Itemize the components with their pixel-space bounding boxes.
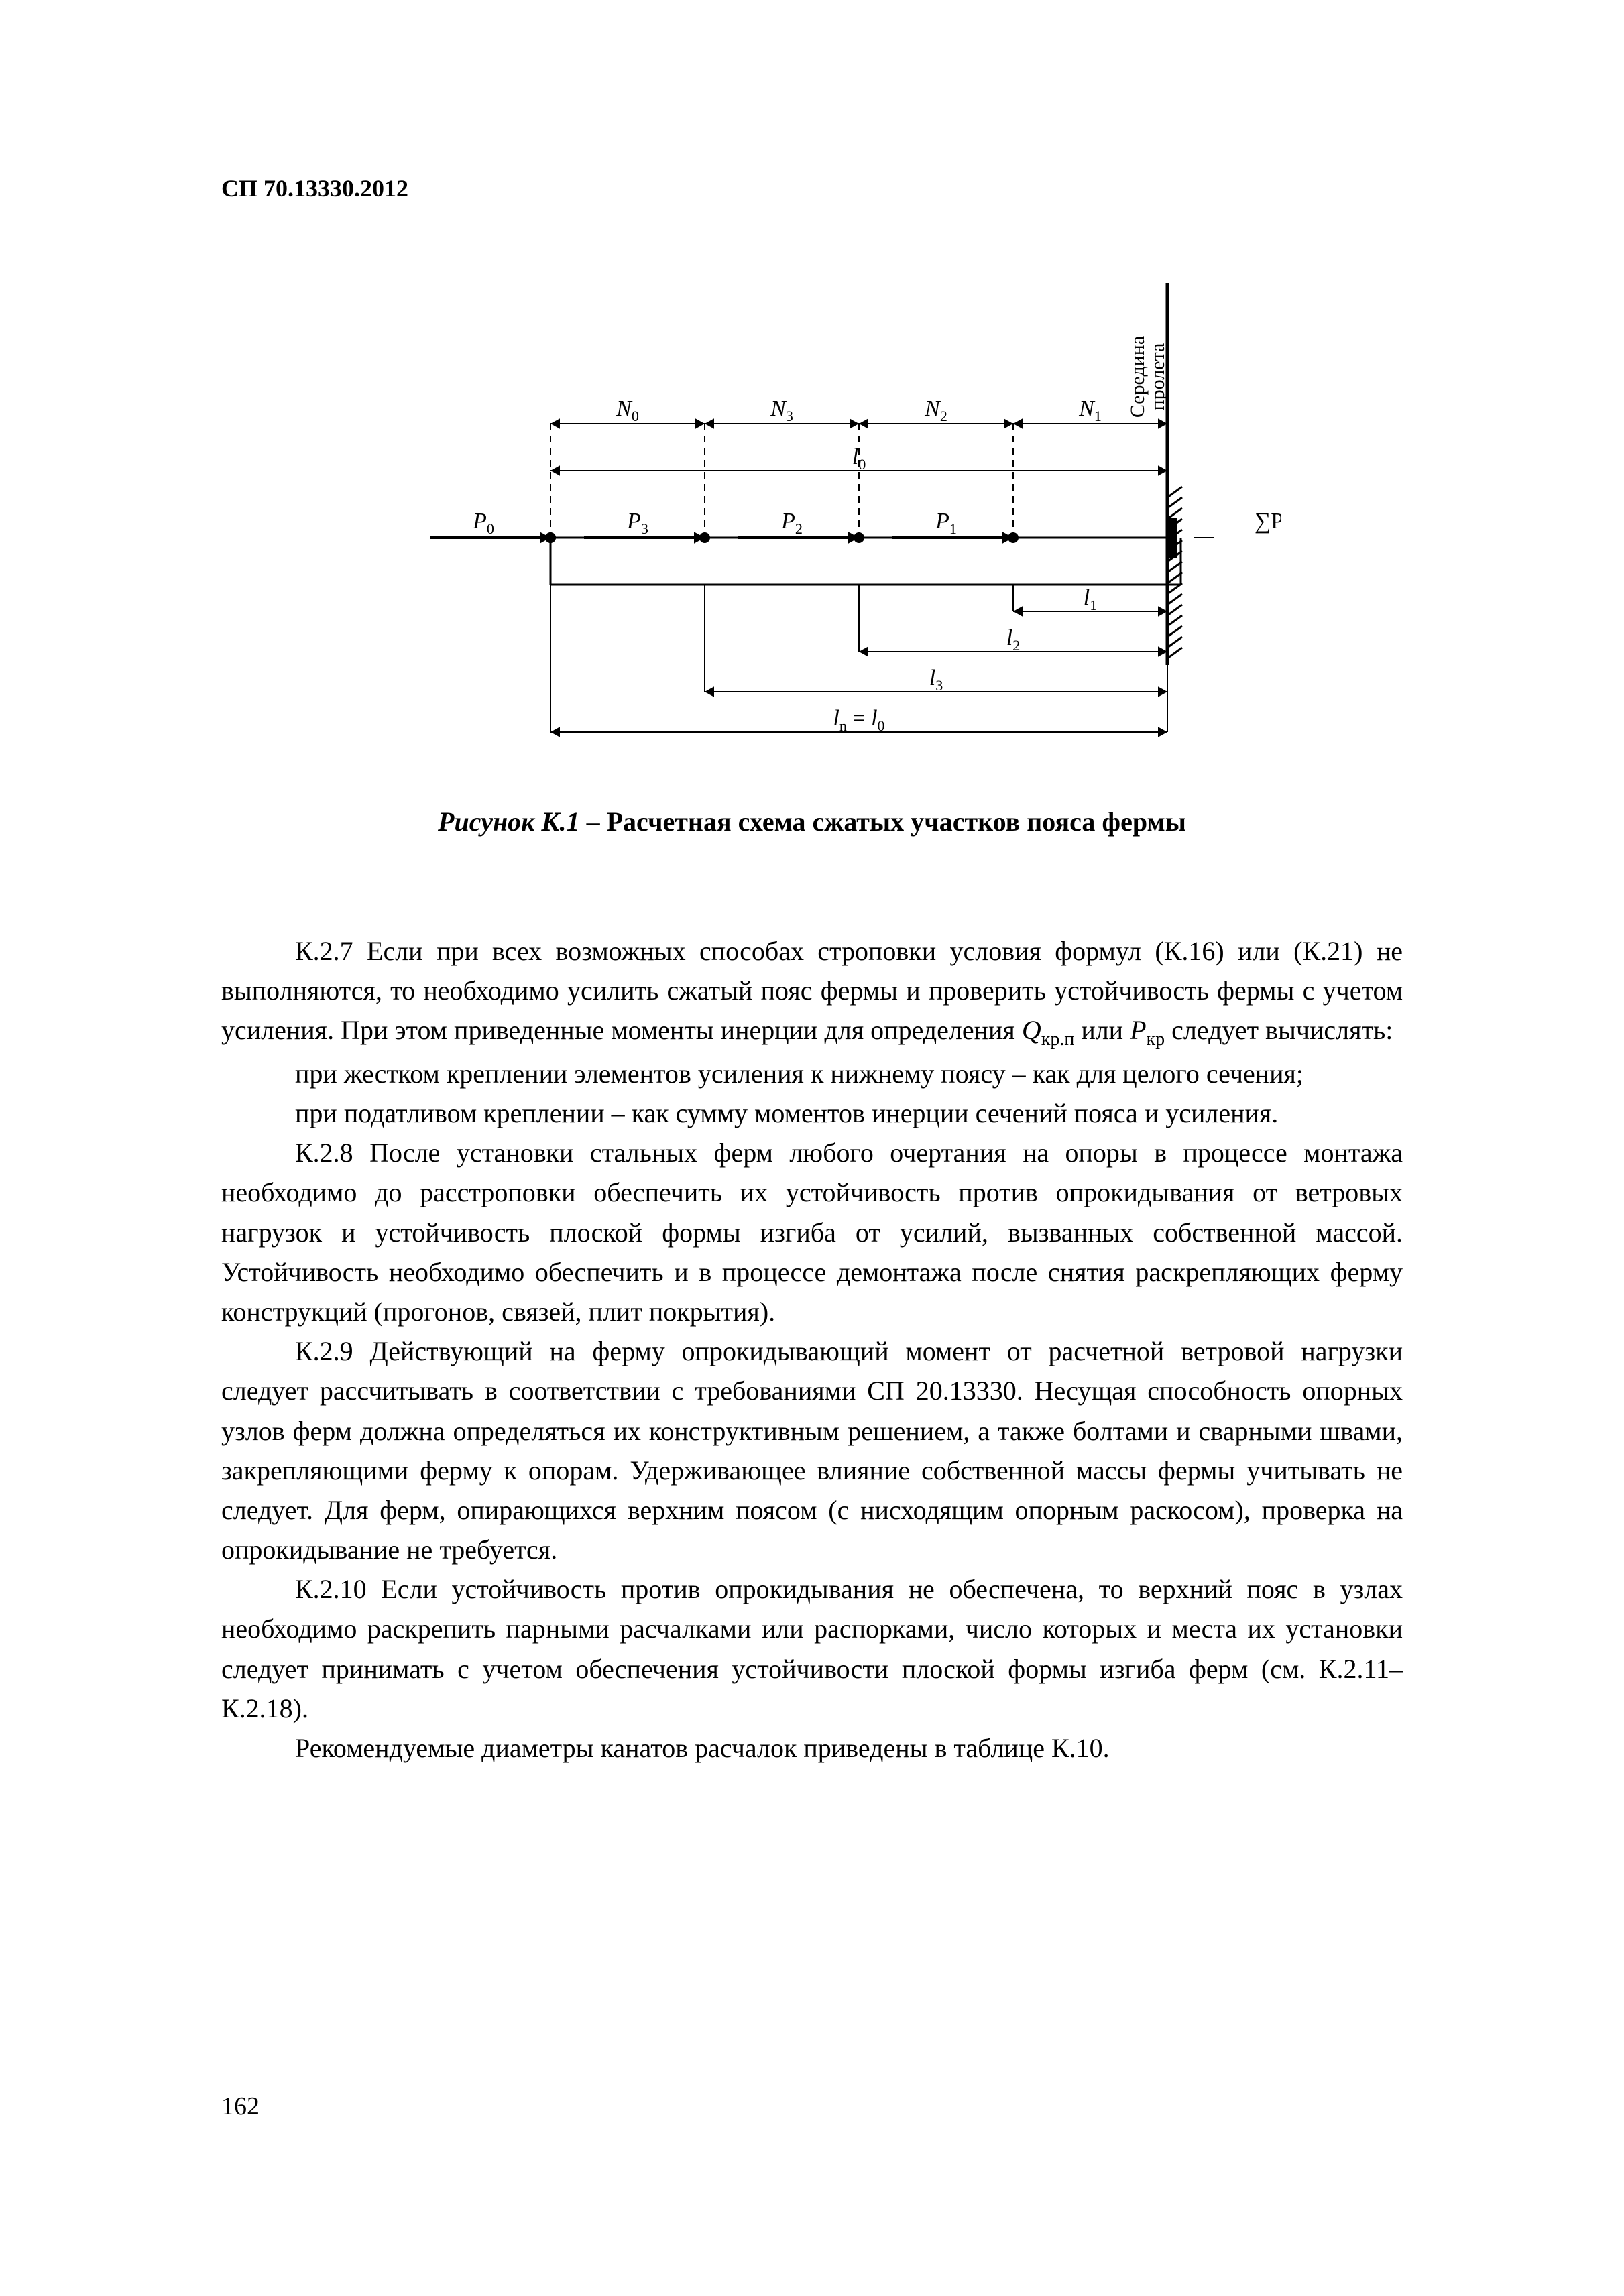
truss-diagram-svg: СерединапролетаN0N3N2N1l0P0P3P2P1∑Pl1l2l… bbox=[343, 276, 1281, 772]
svg-text:l2: l2 bbox=[1006, 625, 1021, 654]
svg-text:P3: P3 bbox=[626, 509, 648, 537]
caption-prefix: Рисунок К.1 bbox=[438, 806, 580, 837]
para-k27-a: при жестком креплении элементов усиления… bbox=[221, 1054, 1403, 1093]
document-header: СП 70.13330.2012 bbox=[221, 174, 1403, 202]
svg-text:N3: N3 bbox=[770, 396, 793, 424]
svg-text:l1: l1 bbox=[1084, 585, 1098, 613]
svg-text:P0: P0 bbox=[472, 509, 494, 537]
svg-text:P1: P1 bbox=[935, 509, 957, 537]
body-text: К.2.7 Если при всех возможных способах с… bbox=[221, 931, 1403, 1768]
svg-text:P2: P2 bbox=[780, 509, 803, 537]
svg-text:l3: l3 bbox=[929, 666, 943, 694]
caption-sep: – bbox=[580, 806, 607, 837]
page-number: 162 bbox=[221, 2092, 259, 2121]
para-k27-b: при податливом креплении – как сумму мом… bbox=[221, 1093, 1403, 1133]
para-k210: К.2.10 Если устойчивость против опрокиды… bbox=[221, 1569, 1403, 1728]
para-k28: К.2.8 После установки стальных ферм любо… bbox=[221, 1133, 1403, 1331]
caption-text: Расчетная схема сжатых участков пояса фе… bbox=[607, 806, 1186, 837]
svg-text:ln = l0: ln = l0 bbox=[833, 706, 884, 734]
figure-caption: Рисунок К.1 – Расчетная схема сжатых уча… bbox=[221, 806, 1403, 837]
doc-code: СП 70.13330.2012 bbox=[221, 175, 408, 202]
svg-text:Середина: Середина bbox=[1126, 336, 1149, 418]
para-k27: К.2.7 Если при всех возможных способах с… bbox=[221, 931, 1403, 1054]
svg-text:N0: N0 bbox=[616, 396, 639, 424]
para-rec: Рекомендуемые диаметры канатов расчалок … bbox=[221, 1728, 1403, 1768]
figure-diagram: СерединапролетаN0N3N2N1l0P0P3P2P1∑Pl1l2l… bbox=[221, 276, 1403, 772]
svg-text:N1: N1 bbox=[1078, 396, 1102, 424]
svg-text:∑P: ∑P bbox=[1255, 509, 1281, 534]
svg-text:N2: N2 bbox=[924, 396, 947, 424]
para-k29: К.2.9 Действующий на ферму опрокидывающи… bbox=[221, 1331, 1403, 1569]
svg-text:пролета: пролета bbox=[1147, 343, 1169, 411]
